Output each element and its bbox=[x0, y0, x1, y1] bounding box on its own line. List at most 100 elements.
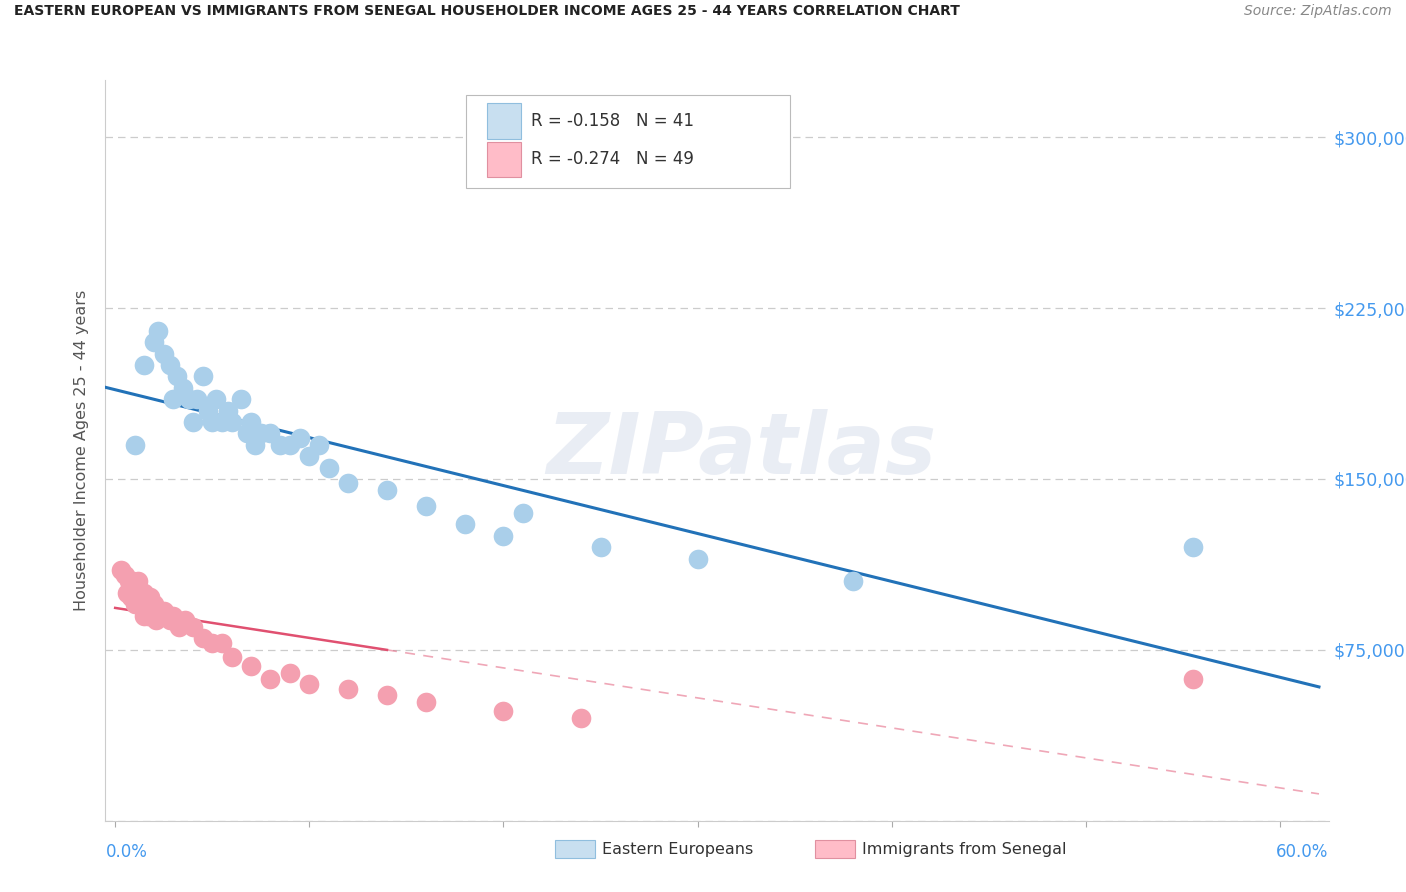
FancyBboxPatch shape bbox=[467, 95, 790, 187]
Point bbox=[191, 369, 214, 384]
Point bbox=[139, 597, 162, 611]
Point bbox=[110, 563, 132, 577]
Point bbox=[136, 608, 159, 623]
Point bbox=[512, 506, 534, 520]
Point bbox=[149, 608, 172, 623]
Bar bbox=[486, 103, 522, 139]
Point bbox=[569, 711, 592, 725]
Point bbox=[240, 415, 263, 429]
Text: EASTERN EUROPEAN VS IMMIGRANTS FROM SENEGAL HOUSEHOLDER INCOME AGES 25 - 44 YEAR: EASTERN EUROPEAN VS IMMIGRANTS FROM SENE… bbox=[14, 4, 960, 19]
Point bbox=[278, 438, 301, 452]
Point bbox=[211, 415, 233, 429]
Point bbox=[201, 415, 224, 429]
Point bbox=[842, 574, 865, 589]
Point bbox=[162, 608, 184, 623]
Text: R = -0.158   N = 41: R = -0.158 N = 41 bbox=[531, 112, 695, 130]
Point bbox=[243, 438, 266, 452]
Point bbox=[1181, 673, 1204, 687]
Point bbox=[259, 426, 281, 441]
Point bbox=[181, 415, 204, 429]
Point bbox=[191, 632, 214, 646]
Point bbox=[453, 517, 475, 532]
Point bbox=[375, 483, 398, 498]
Point bbox=[159, 358, 181, 372]
Point bbox=[415, 500, 437, 514]
Point bbox=[337, 681, 360, 696]
Point bbox=[131, 597, 153, 611]
Point bbox=[145, 613, 167, 627]
Point bbox=[167, 620, 190, 634]
Point bbox=[129, 586, 152, 600]
Point bbox=[134, 608, 156, 623]
Point bbox=[415, 695, 437, 709]
Point bbox=[143, 335, 166, 350]
Point bbox=[146, 324, 169, 338]
Point bbox=[129, 597, 152, 611]
Point bbox=[589, 541, 612, 555]
Point bbox=[125, 586, 148, 600]
Point bbox=[298, 677, 321, 691]
Point bbox=[146, 604, 169, 618]
Text: Immigrants from Senegal: Immigrants from Senegal bbox=[862, 842, 1066, 856]
Point bbox=[181, 620, 204, 634]
Point bbox=[139, 591, 162, 605]
Text: Eastern Europeans: Eastern Europeans bbox=[602, 842, 754, 856]
Bar bbox=[486, 142, 522, 178]
Point bbox=[221, 649, 243, 664]
Point bbox=[124, 586, 146, 600]
Point bbox=[278, 665, 301, 680]
Y-axis label: Householder Income Ages 25 - 44 years: Householder Income Ages 25 - 44 years bbox=[75, 290, 90, 611]
Point bbox=[121, 574, 143, 589]
Point bbox=[127, 574, 149, 589]
Point bbox=[231, 392, 253, 407]
Point bbox=[205, 392, 228, 407]
Point bbox=[125, 597, 148, 611]
Point bbox=[375, 689, 398, 703]
Point bbox=[298, 449, 321, 463]
Point bbox=[240, 658, 263, 673]
Point bbox=[118, 574, 141, 589]
Point bbox=[221, 415, 243, 429]
Point bbox=[134, 586, 156, 600]
Point bbox=[134, 358, 156, 372]
Text: R = -0.274   N = 49: R = -0.274 N = 49 bbox=[531, 151, 695, 169]
Point bbox=[308, 438, 330, 452]
Point bbox=[121, 586, 143, 600]
Point bbox=[259, 673, 281, 687]
Point bbox=[269, 438, 291, 452]
Point bbox=[135, 597, 157, 611]
Point bbox=[120, 591, 142, 605]
Point bbox=[124, 438, 146, 452]
Text: 60.0%: 60.0% bbox=[1277, 843, 1329, 861]
Point bbox=[217, 403, 239, 417]
Point bbox=[201, 636, 224, 650]
Point bbox=[197, 403, 219, 417]
Text: ZIPatlas: ZIPatlas bbox=[547, 409, 936, 492]
Point bbox=[124, 597, 146, 611]
Point bbox=[115, 586, 138, 600]
Point bbox=[159, 613, 181, 627]
Point bbox=[174, 613, 197, 627]
Point bbox=[166, 369, 188, 384]
Point bbox=[236, 426, 259, 441]
Point bbox=[141, 608, 163, 623]
Point bbox=[162, 392, 184, 407]
Point bbox=[211, 636, 233, 650]
Point bbox=[127, 597, 149, 611]
Point bbox=[492, 704, 515, 718]
Point bbox=[249, 426, 271, 441]
Point bbox=[492, 529, 515, 543]
Point bbox=[686, 551, 709, 566]
Point bbox=[172, 381, 194, 395]
Point bbox=[152, 346, 174, 360]
Point bbox=[288, 431, 311, 445]
Point bbox=[177, 392, 200, 407]
Point bbox=[120, 582, 142, 596]
Point bbox=[337, 476, 360, 491]
Point bbox=[186, 392, 208, 407]
Text: Source: ZipAtlas.com: Source: ZipAtlas.com bbox=[1244, 4, 1392, 19]
Text: 0.0%: 0.0% bbox=[105, 843, 148, 861]
Point bbox=[1181, 541, 1204, 555]
Point bbox=[131, 586, 153, 600]
Point bbox=[318, 460, 340, 475]
